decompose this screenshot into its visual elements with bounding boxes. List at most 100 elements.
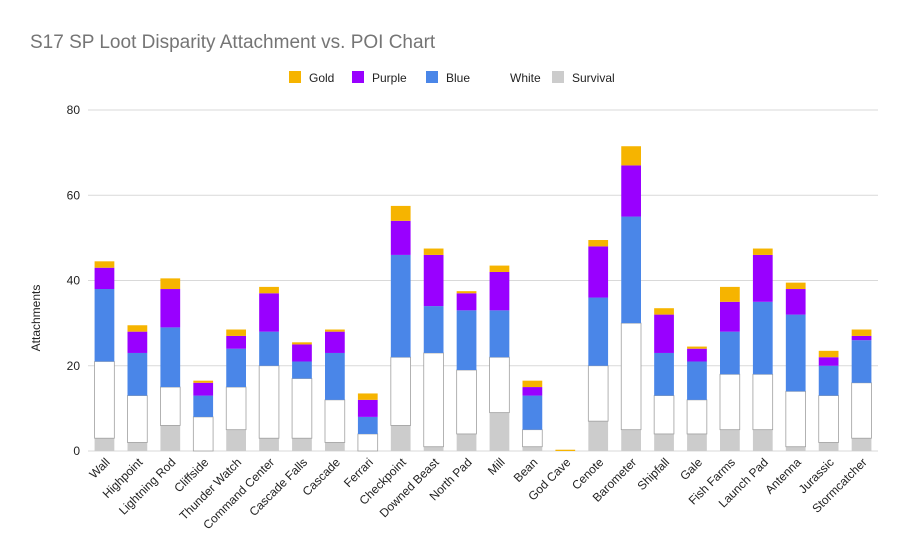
bar-segment-purple xyxy=(785,289,806,315)
bar-segment-blue xyxy=(752,301,773,375)
bar-segment-purple xyxy=(720,301,740,332)
bar-segment-purple xyxy=(522,387,543,396)
bar-segment-gold xyxy=(292,342,312,345)
bar-segment-white xyxy=(291,378,313,439)
legend-item-survival: Survival xyxy=(552,71,615,85)
legend-label: Survival xyxy=(572,71,615,85)
bar-segment-blue xyxy=(489,310,510,358)
bar-segment-white xyxy=(719,373,741,431)
y-tick-label: 60 xyxy=(67,188,81,202)
bar-segment-gold xyxy=(193,380,214,383)
x-tick-label: Gale xyxy=(677,455,705,483)
bar-segment-survival xyxy=(522,446,543,451)
bar-segment-gold xyxy=(94,261,115,268)
bar-segment-white xyxy=(160,386,181,426)
bar-segment-blue xyxy=(226,348,246,388)
bar-segment-survival xyxy=(390,425,411,451)
bar-segment-white xyxy=(653,395,675,435)
bar-segment-survival xyxy=(785,446,806,451)
bar-segment-white xyxy=(489,356,510,414)
y-tick-label: 20 xyxy=(67,359,81,373)
bar-segment-gold xyxy=(621,146,641,166)
bar-segment-purple xyxy=(851,335,872,341)
legend-label: Purple xyxy=(372,71,407,85)
bar-segment-purple xyxy=(357,399,378,417)
bar-segment-gold xyxy=(588,240,609,247)
x-tick-label: Bean xyxy=(511,455,541,485)
bar-segment-survival xyxy=(720,429,740,451)
bar-segment-blue xyxy=(654,352,674,396)
bar-segment-blue xyxy=(588,297,609,366)
bar-segment-blue xyxy=(785,314,806,392)
bar-segment-purple xyxy=(489,271,510,311)
x-tick-label: Mill xyxy=(485,455,508,478)
bar-segment-gold xyxy=(654,308,674,315)
bar-segment-white xyxy=(225,386,247,431)
y-axis-label: Attachments xyxy=(29,285,43,352)
y-tick-label: 0 xyxy=(73,444,80,458)
bar-segment-gold xyxy=(456,291,477,294)
bar-segment-survival xyxy=(94,438,115,451)
bar-segment-blue xyxy=(127,352,148,396)
bar-segment-white xyxy=(818,395,839,443)
bar-segment-blue xyxy=(160,327,181,388)
bar-segment-survival xyxy=(325,442,345,451)
bar-segment-purple xyxy=(423,254,444,307)
bar-segment-blue xyxy=(292,361,312,379)
bar-segment-gold xyxy=(522,380,543,388)
bar-segment-white xyxy=(851,382,872,439)
legend-swatch xyxy=(289,71,301,83)
legend: Gold Purple Blue White Survival xyxy=(289,71,615,85)
bar-segment-purple xyxy=(160,289,181,328)
bar-segment-purple xyxy=(752,254,773,302)
bar-segment-survival xyxy=(588,421,609,451)
bar-segment-blue xyxy=(720,331,740,375)
bar-segment-survival xyxy=(292,438,312,451)
y-tick-label: 40 xyxy=(67,274,81,288)
legend-swatch xyxy=(352,71,364,83)
legend-label: White xyxy=(510,71,541,85)
bars xyxy=(94,146,872,452)
bar-segment-purple xyxy=(621,165,641,217)
bar-segment-blue xyxy=(818,365,839,396)
bar-segment-white xyxy=(192,416,214,452)
bar-segment-white xyxy=(357,433,379,452)
bar-segment-gold xyxy=(160,278,181,290)
bar-segment-purple xyxy=(259,293,279,332)
bar-segment-purple xyxy=(325,331,345,353)
x-tick-label: Shipfall xyxy=(634,455,672,493)
bar-segment-gold xyxy=(390,205,411,221)
bar-segment-survival xyxy=(818,442,839,451)
legend-item-blue: Blue xyxy=(426,71,470,85)
bar-segment-white xyxy=(752,373,774,431)
bar-segment-white xyxy=(456,369,477,435)
bar-segment-blue xyxy=(390,254,411,358)
bar-segment-purple xyxy=(292,344,312,362)
bar-segment-gold xyxy=(818,350,839,358)
bar-segment-white xyxy=(390,356,411,426)
bar-segment-survival xyxy=(456,433,477,451)
bar-segment-purple xyxy=(390,220,411,255)
bar-segment-survival xyxy=(752,429,773,451)
bar-segment-white xyxy=(127,395,148,443)
bar-segment-gold xyxy=(259,286,279,294)
bar-segment-white xyxy=(258,365,280,439)
bar-segment-blue xyxy=(259,331,279,366)
bar-segment-survival xyxy=(259,438,279,451)
bar-segment-purple xyxy=(588,246,609,298)
x-tick-label: Wall xyxy=(86,455,112,481)
bar-segment-white xyxy=(620,322,642,431)
bar-segment-blue xyxy=(325,352,345,400)
bar-segment-purple xyxy=(818,357,839,366)
bar-segment-survival xyxy=(226,429,246,451)
bar-segment-survival xyxy=(621,429,641,451)
bar-segment-white xyxy=(423,352,444,448)
gridlines xyxy=(88,109,878,452)
bar-segment-survival xyxy=(687,433,707,451)
bar-segment-purple xyxy=(456,293,477,311)
bar-segment-blue xyxy=(621,216,641,324)
bar-segment-white xyxy=(94,361,115,439)
bar-segment-purple xyxy=(226,335,246,349)
bar-segment-blue xyxy=(456,310,477,371)
bar-segment-survival xyxy=(489,412,510,451)
